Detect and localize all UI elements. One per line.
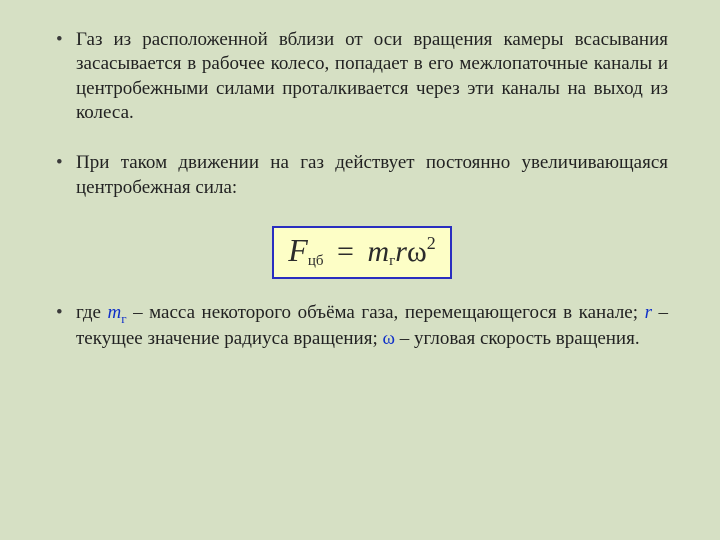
var-mg-m: m [108,302,122,323]
formula-r: r [395,235,407,268]
bullet-2: При таком движении на газ действует пост… [56,151,668,200]
formula-equals: = [337,235,354,268]
var-r: r [645,302,652,323]
formula-box: Fцб = mгrω2 [272,226,451,279]
bullet-3: где mг – масса некоторого объёма газа, п… [56,301,668,352]
bullet-1-text: Газ из расположенной вблизи от оси враще… [76,29,668,123]
var-mg: mг [108,302,127,323]
formula-exp: 2 [427,233,436,253]
bullet-list: Газ из расположенной вблизи от оси враще… [56,28,668,200]
bullet-3-after-mg: – масса некоторого объёма газа, перемеща… [127,302,645,323]
formula-omega: ω [407,235,427,268]
bullet-2-text: При таком движении на газ действует пост… [76,152,668,197]
bullet-3-prefix: где [76,302,108,323]
var-omega: ω [383,328,396,349]
bullet-3-after-w: – угловая скорость вращения. [395,328,640,349]
formula-F: F [288,232,308,268]
formula-F-sub: цб [308,253,324,269]
bullet-1: Газ из расположенной вблизи от оси враще… [56,28,668,125]
bullet-list-2: где mг – масса некоторого объёма газа, п… [56,301,668,352]
formula-container: Fцб = mгrω2 [56,226,668,279]
slide: Газ из расположенной вблизи от оси враще… [0,0,720,540]
formula-m: m [367,235,389,268]
